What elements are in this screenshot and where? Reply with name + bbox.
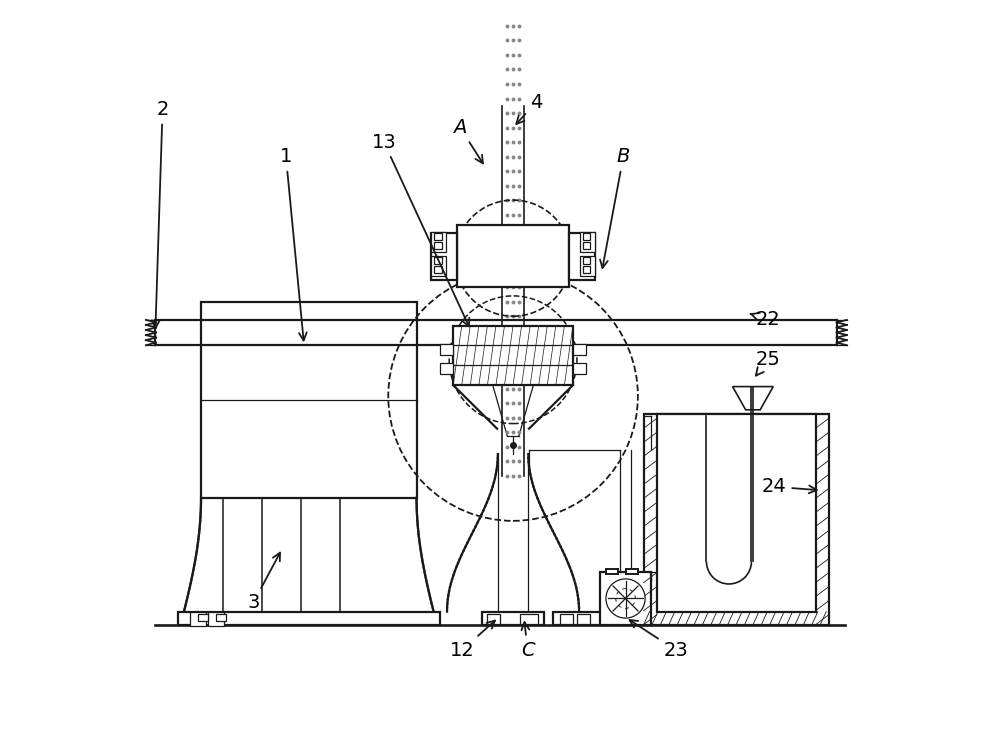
Bar <box>431 232 446 252</box>
Text: 4: 4 <box>516 92 542 124</box>
Text: 22: 22 <box>750 310 781 330</box>
Bar <box>198 614 208 621</box>
Bar <box>573 344 586 355</box>
Text: 13: 13 <box>372 133 469 327</box>
Bar <box>580 256 595 276</box>
Bar <box>644 414 829 625</box>
Bar <box>583 257 590 264</box>
Text: 23: 23 <box>630 620 688 660</box>
Bar <box>216 614 226 621</box>
Bar <box>606 570 618 574</box>
Bar <box>573 363 586 374</box>
Bar <box>560 614 573 624</box>
Bar <box>190 611 206 626</box>
Bar <box>487 614 500 624</box>
Text: 1: 1 <box>280 147 307 341</box>
Bar <box>434 242 442 250</box>
Bar <box>580 232 595 252</box>
Circle shape <box>606 579 645 618</box>
Text: C: C <box>521 622 534 660</box>
Bar <box>657 414 816 611</box>
Bar <box>600 573 651 625</box>
Bar <box>440 363 453 374</box>
Bar <box>569 233 595 280</box>
Bar <box>208 611 224 626</box>
Bar <box>440 344 453 355</box>
Text: A: A <box>453 118 483 164</box>
Bar <box>178 611 440 625</box>
Text: 12: 12 <box>450 620 495 660</box>
Bar <box>434 257 442 264</box>
Bar <box>431 256 446 276</box>
Text: 3: 3 <box>247 553 280 612</box>
Bar <box>583 233 590 240</box>
Bar <box>626 570 638 574</box>
Bar <box>553 611 604 625</box>
Bar <box>583 266 590 273</box>
Bar <box>583 242 590 250</box>
Bar <box>201 302 417 498</box>
Text: B: B <box>600 147 630 268</box>
Bar <box>431 233 457 280</box>
Bar <box>457 225 569 287</box>
Text: 2: 2 <box>152 100 169 328</box>
Bar <box>434 233 442 240</box>
Text: 25: 25 <box>756 350 781 376</box>
Bar <box>453 326 573 385</box>
Bar <box>482 611 544 625</box>
Bar <box>577 614 590 624</box>
Bar <box>434 266 442 273</box>
Text: 24: 24 <box>762 477 817 496</box>
Bar <box>520 614 538 624</box>
